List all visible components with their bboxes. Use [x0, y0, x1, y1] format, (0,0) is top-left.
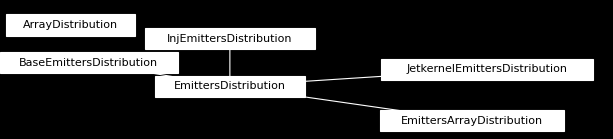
Text: EmittersArrayDistribution: EmittersArrayDistribution — [401, 116, 543, 126]
Text: JetkernelEmittersDistribution: JetkernelEmittersDistribution — [407, 64, 568, 75]
FancyBboxPatch shape — [145, 28, 315, 49]
Text: EmittersDistribution: EmittersDistribution — [174, 81, 286, 91]
Text: BaseEmittersDistribution: BaseEmittersDistribution — [20, 58, 158, 68]
FancyBboxPatch shape — [6, 14, 135, 36]
FancyBboxPatch shape — [155, 76, 305, 97]
FancyBboxPatch shape — [0, 52, 178, 73]
Text: ArrayDistribution: ArrayDistribution — [23, 20, 118, 30]
FancyBboxPatch shape — [381, 59, 593, 80]
FancyBboxPatch shape — [380, 110, 564, 131]
Text: InjEmittersDistribution: InjEmittersDistribution — [167, 34, 292, 44]
